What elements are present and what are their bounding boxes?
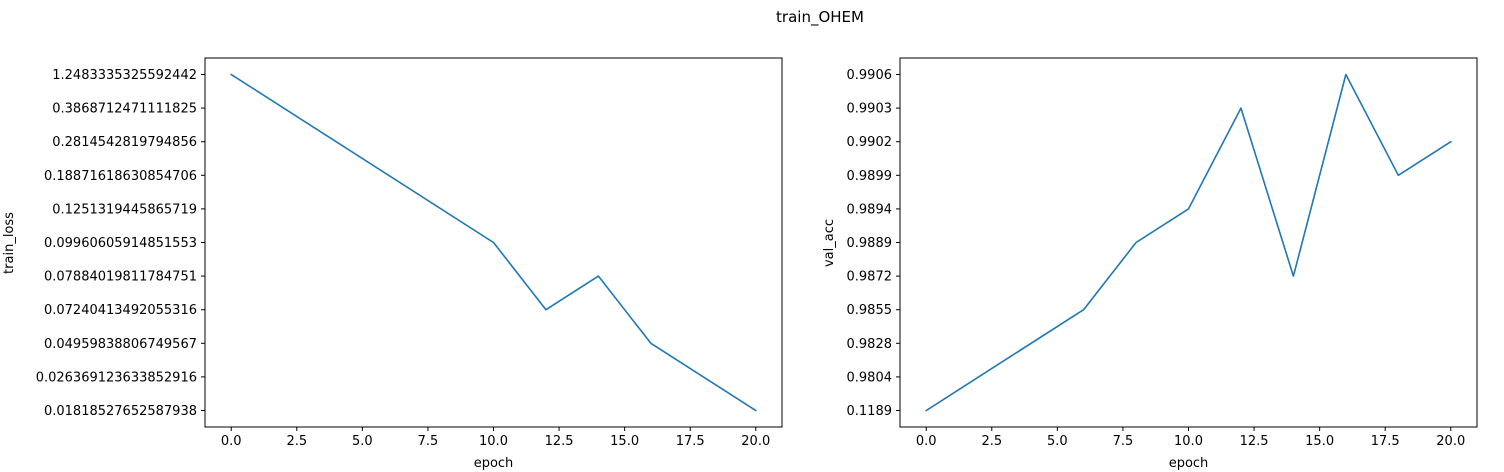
train-loss-x-tick-label: 10.0	[479, 434, 508, 449]
val-acc-y-tick-label: 0.9828	[847, 337, 893, 352]
train-loss-y-tick-label: 0.07884019811784751	[44, 270, 197, 285]
val-acc-x-tick-label: 15.0	[1305, 434, 1334, 449]
val-acc-y-tick-label: 0.9889	[847, 236, 893, 251]
train-loss-y-tick-label: 0.3868712471111825	[52, 102, 197, 117]
train-loss-y-tick-label: 1.2483335325592442	[52, 68, 197, 83]
train-loss-y-tick-label: 0.026369123633852916	[36, 370, 197, 385]
val-acc-x-tick-label: 17.5	[1371, 434, 1400, 449]
train-loss-y-tick-label: 0.18871618630854706	[44, 169, 197, 184]
val-acc-series-line	[925, 73, 1452, 412]
val-acc-x-tick-label: 10.0	[1174, 434, 1203, 449]
train-loss-x-tick-label: 20.0	[741, 434, 770, 449]
val-acc-y-tick-label: 0.9906	[847, 68, 893, 83]
train-loss-x-tick-label: 7.5	[418, 434, 439, 449]
val-acc-y-tick-label: 0.9902	[847, 135, 893, 150]
train-loss-y-tick-label: 0.1251319445865719	[52, 202, 197, 217]
val-acc-y-axis-label: val_acc	[822, 219, 837, 267]
val-acc-x-tick-label: 7.5	[1113, 434, 1134, 449]
train-loss-x-tick-label: 12.5	[545, 434, 574, 449]
train-loss-y-axis-label: train_loss	[2, 212, 17, 274]
val-acc-x-tick-label: 5.0	[1047, 434, 1068, 449]
figure-title: train_OHEM	[776, 8, 864, 27]
val-acc-y-tick-label: 0.9855	[847, 303, 893, 318]
train-loss-y-tick-label: 0.04959838806749567	[44, 337, 197, 352]
train-loss-y-tick-label: 0.07240413492055316	[44, 303, 197, 318]
val-acc-y-tick-label: 0.9894	[847, 202, 893, 217]
train-loss-y-tick-label: 0.2814542819794856	[52, 135, 197, 150]
train-loss-x-tick-label: 15.0	[610, 434, 639, 449]
val-acc-x-axis-label: epoch	[1169, 456, 1209, 471]
val-acc-y-tick-label: 0.9903	[847, 102, 893, 117]
train-loss-x-tick-label: 17.5	[676, 434, 705, 449]
val-acc-y-tick-label: 0.1189	[847, 404, 893, 419]
train-loss-panel: epoch train_loss 0.0 2.5 5.0 7.5 10.0 12.5 15.…	[2, 57, 783, 471]
val-acc-panel: epoch val_acc 0.0 2.5 5.0 7.5 10.0 12.5 15.0 17…	[822, 57, 1478, 471]
train-loss-x-tick-label: 2.5	[286, 434, 307, 449]
val-acc-x-tick-label: 0.0	[916, 434, 937, 449]
val-acc-y-tick-label: 0.9872	[847, 270, 893, 285]
train-loss-x-tick-label: 5.0	[352, 434, 373, 449]
train-loss-x-axis-label: epoch	[474, 456, 514, 471]
train-loss-x-tick-label: 0.0	[221, 434, 242, 449]
val-acc-y-tick-label: 0.9804	[847, 370, 893, 385]
val-acc-x-tick-label: 20.0	[1436, 434, 1465, 449]
val-acc-x-tick-label: 2.5	[981, 434, 1002, 449]
train-loss-series-line	[230, 73, 757, 412]
train-loss-y-tick-label: 0.09960605914851553	[44, 236, 197, 251]
train-loss-y-tick-label: 0.01818527652587938	[44, 404, 197, 419]
val-acc-y-tick-label: 0.9899	[847, 169, 893, 184]
val-acc-x-tick-label: 12.5	[1240, 434, 1269, 449]
